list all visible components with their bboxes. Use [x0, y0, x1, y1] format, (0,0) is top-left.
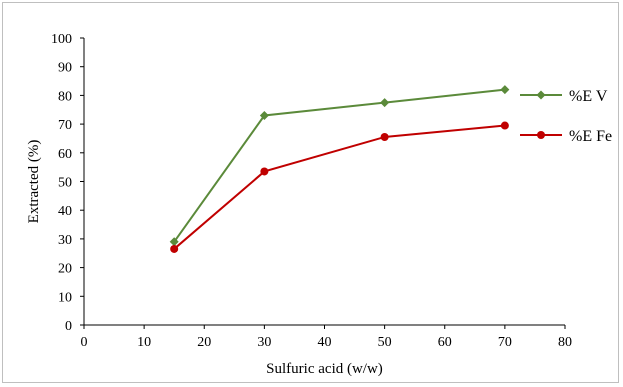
y-tick-label: 70 — [58, 118, 72, 133]
y-tick-label: 10 — [58, 290, 72, 305]
x-tick-label: 10 — [137, 335, 151, 350]
data-point — [500, 85, 510, 95]
x-tick-label: 20 — [197, 335, 211, 350]
series-1 — [169, 85, 510, 247]
data-point — [169, 237, 179, 247]
series-2 — [170, 121, 509, 253]
series-line — [173, 88, 505, 243]
data-point — [259, 110, 269, 120]
data-point — [380, 98, 390, 108]
y-axis-title: Extracted (%) — [26, 140, 42, 224]
legend-swatch-marker — [536, 90, 546, 100]
data-point — [170, 244, 179, 253]
x-tick-label: 30 — [257, 335, 271, 350]
legend-label: %E Fe — [569, 128, 612, 145]
legend-item: %E Fe — [520, 128, 612, 145]
y-tick-label: 20 — [58, 262, 72, 277]
data-point — [380, 133, 389, 142]
legend-swatch-marker — [537, 131, 545, 139]
y-tick-label: 90 — [58, 61, 72, 76]
y-tick-label: 0 — [65, 319, 72, 334]
x-tick-label: 50 — [378, 335, 392, 350]
x-ticks: 0 10 20 30 40 50 60 70 80 — [81, 325, 572, 350]
y-tick-label: 80 — [58, 89, 72, 104]
x-tick-label: 0 — [81, 335, 88, 350]
series-line — [173, 124, 505, 250]
y-tick-label: 100 — [51, 32, 72, 47]
series-layer — [169, 85, 510, 253]
y-tick-label: 50 — [58, 176, 72, 191]
legend-label: %E V — [569, 88, 608, 105]
data-point — [260, 167, 269, 176]
x-tick-label: 40 — [318, 335, 332, 350]
x-axis-title: Sulfuric acid (w/w) — [266, 361, 383, 377]
y-tick-label: 30 — [58, 233, 72, 248]
x-tick-label: 60 — [438, 335, 452, 350]
data-point — [500, 121, 509, 130]
legend-item: %E V — [520, 88, 608, 105]
x-tick-label: 80 — [558, 335, 572, 350]
y-tick-label: 60 — [58, 147, 72, 162]
legend: %E V %E Fe — [520, 88, 612, 145]
y-tick-label: 40 — [58, 204, 72, 219]
axes — [83, 38, 565, 326]
x-tick-label: 70 — [498, 335, 512, 350]
y-ticks: 0 10 20 30 40 50 60 70 80 90 100 — [51, 32, 84, 334]
chart-frame — [2, 2, 619, 383]
